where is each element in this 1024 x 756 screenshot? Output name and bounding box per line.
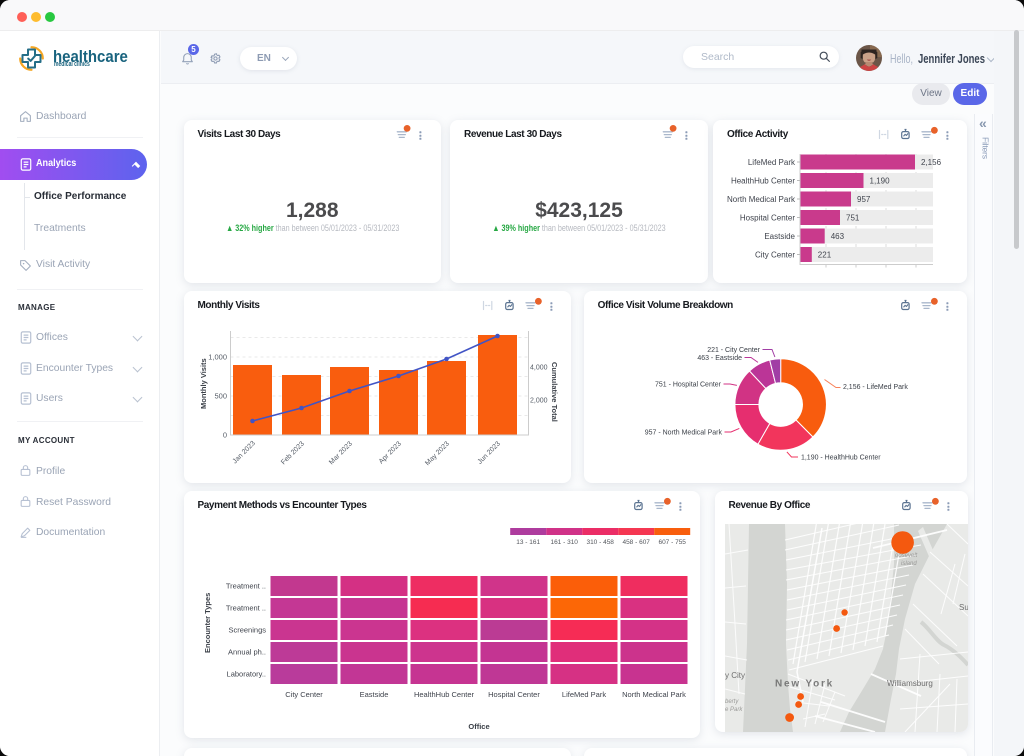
svg-text:Treatment ..: Treatment ..: [225, 582, 265, 591]
svg-text:Screenings: Screenings: [228, 626, 266, 635]
svg-text:Jun 2023: Jun 2023: [476, 440, 501, 465]
svg-text:Treatment ..: Treatment ..: [225, 604, 265, 613]
svg-text:oosevelt: oosevelt: [895, 553, 918, 559]
svg-text:463 - Eastside: 463 - Eastside: [697, 355, 742, 362]
svg-text:island: island: [901, 561, 917, 567]
svg-text:City Center: City Center: [285, 690, 323, 699]
svg-text:May 2023: May 2023: [424, 440, 451, 467]
svg-text:500: 500: [214, 392, 227, 401]
svg-text:221 - City Center: 221 - City Center: [707, 347, 760, 354]
svg-text:Jan 2023: Jan 2023: [231, 440, 256, 465]
svg-text:LifeMed Park: LifeMed Park: [748, 158, 796, 167]
svg-text:161 - 310: 161 - 310: [550, 539, 578, 546]
svg-text:y City: y City: [725, 671, 745, 680]
svg-text:1,000: 1,000: [208, 353, 227, 362]
svg-text:Mar 2023: Mar 2023: [328, 440, 354, 466]
svg-text:Office: Office: [468, 722, 489, 731]
svg-text:2,156: 2,156: [921, 158, 942, 167]
svg-text:Monthly Visits: Monthly Visits: [199, 358, 208, 409]
svg-text:Feb 2023: Feb 2023: [280, 440, 306, 466]
svg-text:13 - 161: 13 - 161: [516, 539, 540, 546]
svg-text:2,156 - LifeMed Park: 2,156 - LifeMed Park: [843, 384, 908, 391]
svg-text:HealthHub Center: HealthHub Center: [731, 177, 795, 186]
svg-text:Hospital Center: Hospital Center: [488, 690, 540, 699]
svg-text:North Medical Park: North Medical Park: [622, 690, 686, 699]
svg-text:1,190: 1,190: [870, 177, 891, 186]
svg-text:Cumulative Total: Cumulative Total: [550, 362, 559, 422]
svg-text:Annual ph..: Annual ph..: [228, 648, 266, 657]
svg-text:1,190 - HealthHub Center: 1,190 - HealthHub Center: [801, 454, 881, 461]
svg-text:Encounter Types: Encounter Types: [203, 593, 212, 653]
svg-text:458 - 607: 458 - 607: [622, 539, 650, 546]
svg-text:Su: Su: [959, 603, 968, 612]
svg-text:Williamsburg: Williamsburg: [887, 679, 933, 688]
svg-text:4,000: 4,000: [530, 365, 548, 372]
svg-text:City Center: City Center: [755, 251, 795, 260]
svg-text:berty: berty: [725, 699, 739, 705]
svg-text:Apr 2023: Apr 2023: [377, 440, 402, 465]
svg-text:Laboratory..: Laboratory..: [226, 670, 265, 679]
svg-text:Eastside: Eastside: [764, 232, 795, 241]
svg-text:607 - 755: 607 - 755: [658, 539, 686, 546]
svg-text:North Medical Park: North Medical Park: [727, 195, 796, 204]
svg-text:751: 751: [846, 214, 860, 223]
svg-text:LifeMed Park: LifeMed Park: [561, 690, 605, 699]
svg-text:957: 957: [857, 195, 871, 204]
svg-text:HealthHub Center: HealthHub Center: [413, 690, 474, 699]
svg-text:221: 221: [818, 251, 832, 260]
svg-text:310 - 458: 310 - 458: [586, 539, 614, 546]
svg-text:751 - Hospital Center: 751 - Hospital Center: [655, 382, 722, 389]
svg-text:e Park: e Park: [725, 707, 743, 713]
svg-text:957 - North Medical Park: 957 - North Medical Park: [644, 429, 722, 436]
svg-text:New York: New York: [775, 678, 834, 689]
svg-text:Hospital Center: Hospital Center: [740, 214, 795, 223]
svg-text:463: 463: [831, 232, 845, 241]
svg-text:0: 0: [222, 431, 226, 440]
svg-text:Eastside: Eastside: [359, 690, 388, 699]
svg-text:2,000: 2,000: [530, 398, 548, 405]
